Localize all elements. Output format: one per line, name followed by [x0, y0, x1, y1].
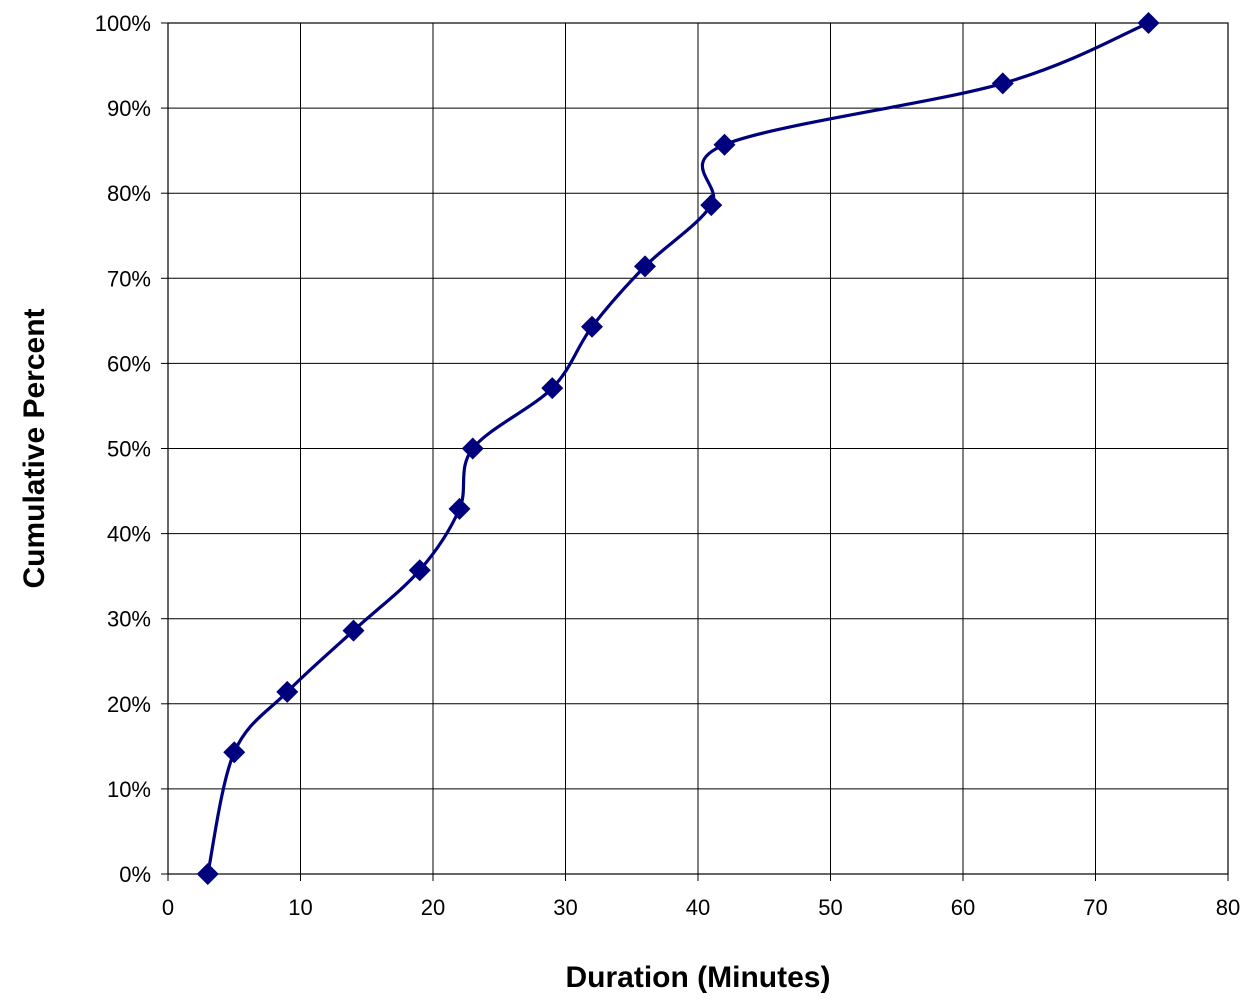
data-point-marker: [196, 863, 219, 885]
data-point-marker: [541, 377, 564, 400]
y-axis-ticks: 0% 10% 20% 30% 40% 50% 60% 70% 80% 90% 100%: [95, 11, 168, 887]
y-tick-label: 10%: [107, 777, 151, 802]
data-point-marker: [223, 741, 246, 764]
y-tick-label: 90%: [107, 96, 151, 121]
y-tick-label: 30%: [107, 607, 151, 632]
x-tick-label: 40: [686, 895, 710, 920]
y-tick-label: 40%: [107, 522, 151, 547]
data-point-marker: [408, 559, 431, 582]
y-tick-label: 100%: [95, 11, 151, 36]
data-point-marker: [581, 315, 603, 338]
data-point-marker: [448, 497, 471, 520]
y-axis-title: Cumulative Percent: [18, 308, 51, 588]
series-layer: [196, 12, 1160, 885]
y-tick-label: 50%: [107, 437, 151, 462]
data-point-marker: [276, 680, 299, 703]
data-point-marker: [700, 194, 723, 217]
x-tick-label: 50: [818, 895, 842, 920]
data-point-marker: [1137, 12, 1160, 34]
x-tick-label: 0: [162, 895, 174, 920]
x-tick-label: 60: [951, 895, 975, 920]
y-tick-label: 80%: [107, 181, 151, 206]
x-axis-title: Duration (Minutes): [566, 961, 831, 994]
x-tick-label: 20: [421, 895, 445, 920]
x-tick-label: 70: [1083, 895, 1107, 920]
y-tick-label: 20%: [107, 692, 151, 717]
data-point-marker: [713, 133, 736, 156]
data-point-marker: [461, 437, 484, 460]
x-tick-label: 10: [288, 895, 312, 920]
data-point-marker: [634, 255, 656, 278]
y-tick-label: 60%: [107, 351, 151, 376]
y-tick-label: 0%: [119, 862, 151, 887]
x-axis-ticks: 0 10 20 30 40 50 60 70 80: [162, 874, 1240, 920]
data-point-marker: [342, 619, 365, 642]
x-tick-label: 30: [553, 895, 577, 920]
gridlines: [168, 23, 1228, 874]
y-tick-label: 70%: [107, 266, 151, 291]
data-point-marker: [991, 72, 1014, 95]
x-tick-label: 80: [1216, 895, 1240, 920]
